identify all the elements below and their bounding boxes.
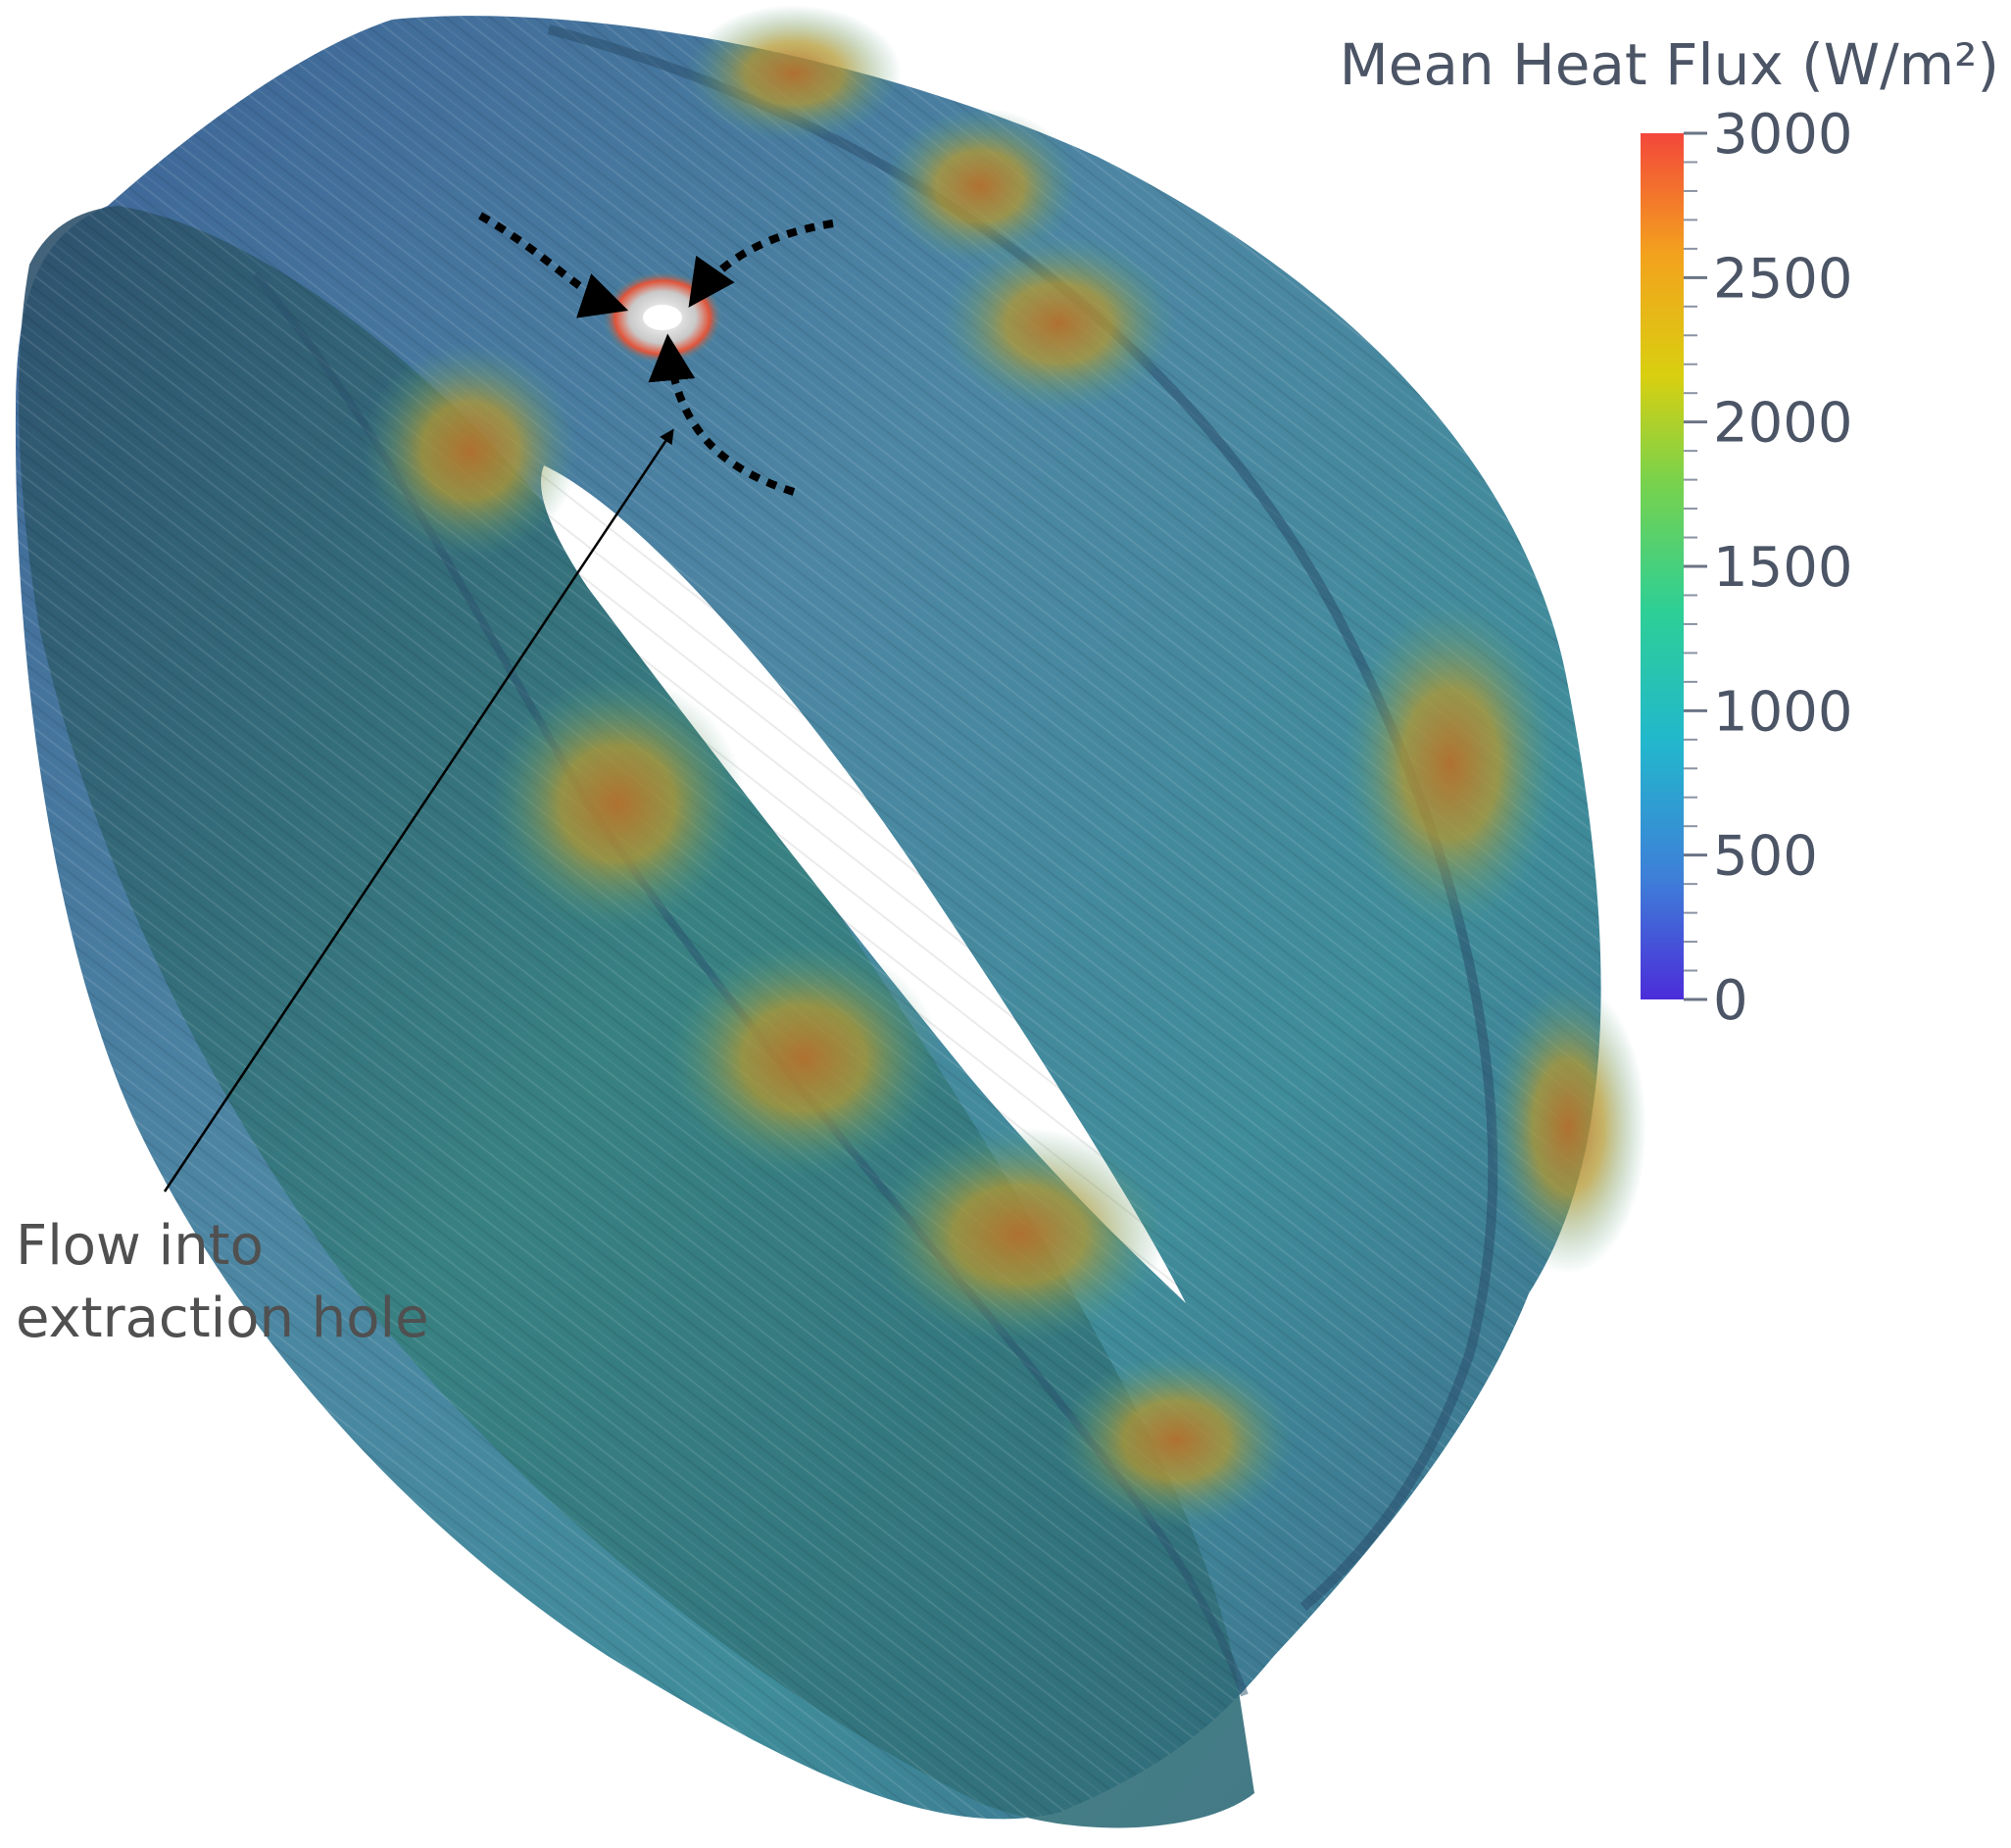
colorbar-tick-label: 2000: [1713, 392, 1853, 456]
ring-geometry: [15, 5, 1646, 1828]
hotspot: [686, 5, 902, 142]
annotation-label-line1: Flow into: [16, 1214, 264, 1278]
hotspot: [1490, 980, 1646, 1274]
flow-arrows: [478, 212, 834, 496]
hotspot: [1058, 1352, 1294, 1529]
colorbar-title: Mean Heat Flux (W/m²): [1340, 31, 1999, 98]
colorbar-tick-label: 500: [1713, 825, 1818, 889]
colorbar-legend: Mean Heat Flux (W/m²) 3000 2500 2000 1500 10…: [1340, 31, 1999, 1033]
annotation: Flow into extraction hole: [16, 428, 674, 1350]
colorbar-tick-label: 2500: [1713, 247, 1853, 311]
colorbar-gradient: [1641, 133, 1684, 999]
hotspot: [941, 235, 1176, 412]
flow-arrow-bottom: [648, 333, 796, 496]
extraction-hole: [643, 305, 682, 330]
hotspot: [363, 343, 578, 559]
hotspot: [666, 941, 941, 1176]
flow-arrow-right: [688, 219, 834, 308]
hotspot: [1343, 598, 1558, 931]
hotspot: [490, 676, 745, 931]
hotspot: [872, 1127, 1166, 1342]
colorbar-tick-label: 1500: [1713, 536, 1853, 600]
flow-arrow-left: [478, 212, 629, 318]
colorbar-tick-label: 0: [1713, 969, 1748, 1033]
colorbar-tick-label: 1000: [1713, 680, 1853, 744]
annotation-label-line2: extraction hole: [16, 1287, 429, 1350]
colorbar-ticks: 3000 2500 2000 1500 1000 500 0: [1684, 103, 1853, 1033]
colorbar-tick-label: 3000: [1713, 103, 1853, 167]
hotspot: [882, 108, 1078, 265]
annotation-leader-line: [163, 428, 674, 1192]
